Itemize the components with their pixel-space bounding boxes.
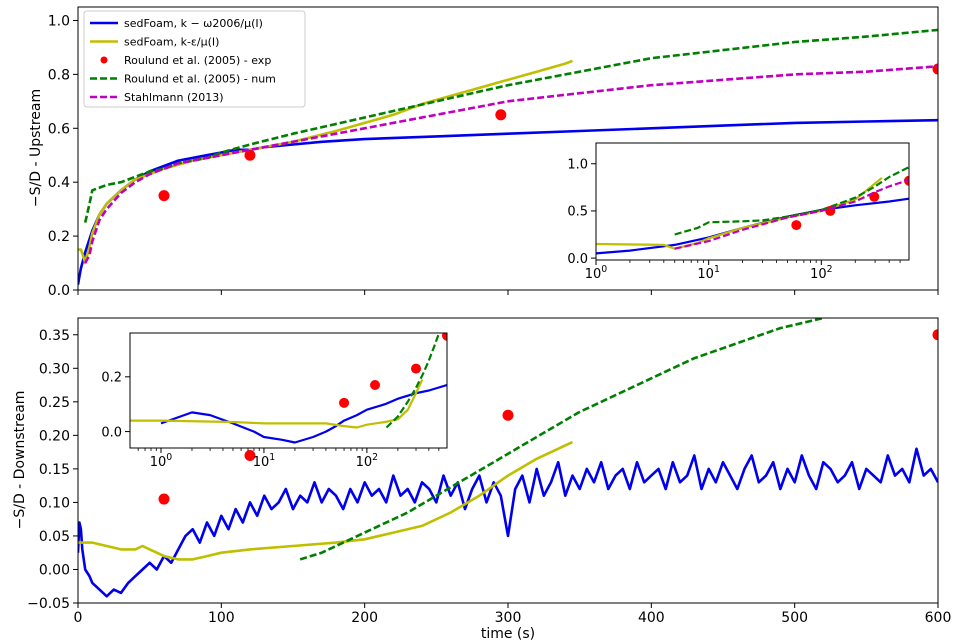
x-axis-label: time (s) xyxy=(481,626,535,642)
downstream-x-tick-label-4: 400 xyxy=(638,610,665,626)
upstream-y-axis-label: −S/D - Upstream xyxy=(28,89,44,207)
chart0-series-2-point-2 xyxy=(495,109,507,121)
chart0-series-2-point-1 xyxy=(244,149,256,161)
upstream-panel: 0.0 0.2 0.4 0.6 0.8 1.0 −S/D - Upstream sedFo… xyxy=(28,6,939,299)
legend-label-0: sedFoam, k − ω2006/μ(I) xyxy=(124,17,263,30)
legend: sedFoam, k − ω2006/μ(I) sedFoam, k-ε/μ(I)… xyxy=(83,10,306,108)
legend-box xyxy=(83,10,306,108)
downstream-inset-x-tick-label-1: 101 xyxy=(253,452,276,470)
downstream-x-tick-label-1: 100 xyxy=(208,610,235,626)
upstream-inset-y-tick-label-0: 0.0 xyxy=(567,252,588,267)
upstream-inset-area xyxy=(596,143,909,260)
upstream-y-tick-label-1: 0.2 xyxy=(48,229,70,245)
chart2-series-2-point-0 xyxy=(158,493,170,505)
upstream-y-tick-label-2: 0.4 xyxy=(48,175,70,191)
upstream-y-ticks: 0.0 0.2 0.4 0.6 0.8 1.0 xyxy=(48,14,78,299)
downstream-y-axis-label: −S/D - Downstream xyxy=(12,391,28,530)
upstream-inset: 100 101 102 0.0 0.5 1.0 xyxy=(567,142,910,282)
downstream-y-tick-label-0: −0.05 xyxy=(27,596,70,612)
upstream-inset-series-group xyxy=(596,166,909,255)
downstream-inset-y-tick-label-0: 0.0 xyxy=(101,425,122,440)
downstream-y-tick-label-2: 0.05 xyxy=(39,529,70,545)
chart1-series-3-line xyxy=(674,166,909,236)
upstream-series-group xyxy=(78,28,938,285)
downstream-inset-y-ticks: 0.0 0.2 xyxy=(101,370,130,440)
downstream-inset-x-tick-label-0: 100 xyxy=(150,452,173,470)
downstream-series-group xyxy=(78,318,938,598)
chart2-series-3-line xyxy=(299,318,824,561)
chart1-series-1-line xyxy=(596,177,883,250)
legend-label-1: sedFoam, k-ε/μ(I) xyxy=(124,36,219,49)
upstream-inset-y-ticks: 0.0 0.5 1.0 xyxy=(567,157,596,267)
upstream-inset-x-tick-label-2: 102 xyxy=(810,264,833,282)
upstream-inset-frame xyxy=(595,142,910,261)
upstream-y-tick-label-3: 0.6 xyxy=(48,121,70,137)
downstream-y-tick-label-5: 0.20 xyxy=(39,428,70,444)
downstream-y-ticks: −0.05 0.00 0.05 0.10 0.15 0.20 0.25 0.30 0.35 xyxy=(27,328,78,612)
legend-label-4: Stahlmann (2013) xyxy=(124,91,224,104)
downstream-y-tick-label-3: 0.10 xyxy=(39,495,70,511)
downstream-inset-series-group xyxy=(130,333,447,444)
downstream-x-tick-label-5: 500 xyxy=(781,610,808,626)
upstream-y-tick-label-0: 0.0 xyxy=(48,283,70,299)
upstream-y-tick-label-4: 0.8 xyxy=(48,67,70,83)
downstream-y-tick-label-7: 0.30 xyxy=(39,361,70,377)
downstream-x-ticks: 0 100 200 300 400 500 600 xyxy=(74,603,952,626)
downstream-inset-y-tick-label-1: 0.2 xyxy=(101,370,122,385)
downstream-y-tick-label-6: 0.25 xyxy=(39,395,70,411)
upstream-inset-y-tick-label-1: 0.5 xyxy=(567,205,588,220)
chart1-series-2-point-0 xyxy=(791,220,802,231)
downstream-inset: 100 101 102 0.0 0.2 xyxy=(101,332,448,470)
chart0-series-2-point-0 xyxy=(158,190,170,202)
upstream-x-ticks xyxy=(77,290,939,295)
upstream-inset-x-ticks: 100 101 102 xyxy=(585,260,901,282)
downstream-inset-x-tick-label-2: 102 xyxy=(356,452,379,470)
chart3-series-3-line xyxy=(385,333,441,429)
chart2-series-0-line xyxy=(78,447,938,598)
downstream-x-tick-label-0: 0 xyxy=(74,610,83,626)
downstream-inset-frame xyxy=(129,332,448,449)
downstream-x-tick-label-6: 600 xyxy=(925,610,952,626)
chart3-series-0-line xyxy=(160,383,447,444)
downstream-panel: 0 100 200 300 400 500 600 −0.05 0.00 0.05 0.10 0.1… xyxy=(12,317,952,642)
chart0-series-3-line xyxy=(83,28,938,223)
legend-label-3: Roulund et al. (2005) - num xyxy=(124,73,276,86)
chart3-series-2-point-3 xyxy=(442,333,447,341)
downstream-x-tick-label-3: 300 xyxy=(495,610,522,626)
chart0-series-4-line xyxy=(84,65,938,264)
upstream-inset-x-tick-label-0: 100 xyxy=(585,264,608,282)
chart3-series-2-point-2 xyxy=(411,363,422,374)
downstream-y-tick-label-8: 0.35 xyxy=(39,328,70,344)
chart2-series-2-point-2 xyxy=(502,409,514,421)
chart3-series-2-point-0 xyxy=(339,397,350,408)
upstream-inset-x-tick-label-1: 101 xyxy=(697,264,720,282)
chart2-series-2-point-1 xyxy=(244,449,256,461)
chart2-series-1-line xyxy=(78,440,574,561)
downstream-inset-x-ticks: 100 101 102 xyxy=(137,448,440,470)
chart3-series-2-point-1 xyxy=(370,380,381,391)
legend-marker-2 xyxy=(100,56,108,64)
legend-label-2: Roulund et al. (2005) - exp xyxy=(124,54,271,67)
downstream-y-tick-label-4: 0.15 xyxy=(39,462,70,478)
chart1-series-4-line xyxy=(674,178,909,250)
downstream-y-tick-label-1: 0.00 xyxy=(39,563,70,579)
upstream-inset-y-tick-label-2: 1.0 xyxy=(567,157,588,172)
downstream-inset-area xyxy=(130,333,447,448)
chart3-series-1-line xyxy=(130,379,424,429)
downstream-x-tick-label-2: 200 xyxy=(351,610,378,626)
chart2-series-2-point-3 xyxy=(932,329,938,341)
upstream-y-tick-label-5: 1.0 xyxy=(48,14,70,30)
